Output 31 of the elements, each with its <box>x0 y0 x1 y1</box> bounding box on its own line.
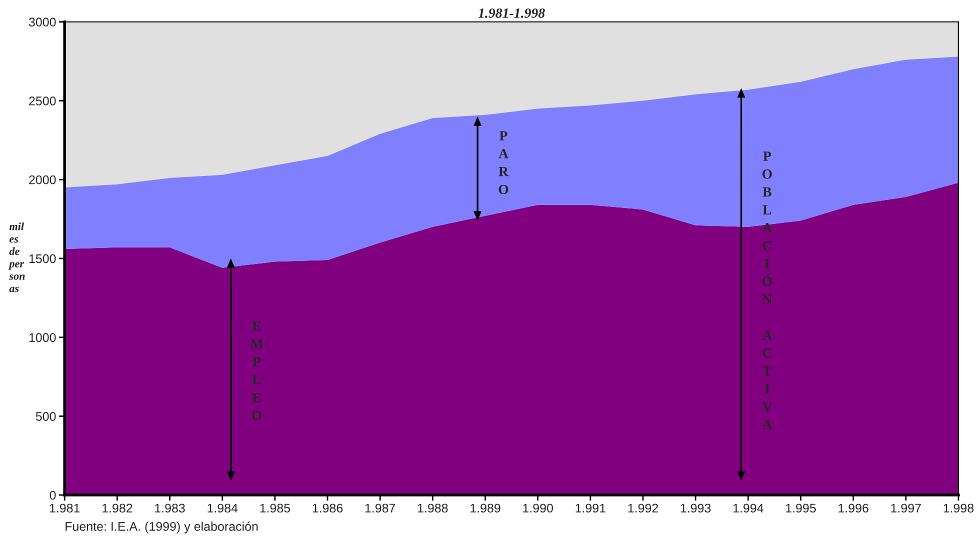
text: POBLACIÓN ACTIVA <box>762 152 772 430</box>
x-tick-label: 1.983 <box>155 504 185 513</box>
x-tick-label: 1.997 <box>891 504 921 513</box>
x-tick-label: 1.989 <box>470 504 500 513</box>
chart-title: 1.981-1.998 <box>478 8 545 18</box>
x-tick-label: 1.985 <box>260 504 290 513</box>
x-tick-label: 1.994 <box>733 504 764 513</box>
y-tick-label: 500 <box>36 412 56 421</box>
y-tick-label: 1000 <box>29 333 56 342</box>
annotation: EMPLEO <box>250 322 263 420</box>
y-tick-label: 2500 <box>29 96 56 106</box>
x-tick-label: 1.991 <box>576 504 606 513</box>
x-tick-label: 1.986 <box>312 504 343 513</box>
x-tick-label: 1.981 <box>50 504 80 513</box>
x-tick-label: 1.998 <box>944 504 974 513</box>
x-tick-label: 1.992 <box>628 504 658 513</box>
y-tick-label: 3000 <box>28 18 56 27</box>
x-tick-label: 1.996 <box>838 504 868 513</box>
y-tick-label: 0 <box>50 490 56 500</box>
y-axis-title: mil es de per son as <box>8 222 25 292</box>
x-tick-label: 1.988 <box>418 504 448 513</box>
x-tick-label: 1.982 <box>102 504 132 513</box>
source-note: Fuente: I.E.A. (1999) y elaboración <box>66 522 258 534</box>
x-tick-label: 1.984 <box>208 504 238 513</box>
annotation: PARO <box>498 131 509 194</box>
x-tick-label: 1.995 <box>786 504 816 513</box>
y-tick-label: 2000 <box>29 175 56 184</box>
x-tick-label: 1.990 <box>523 504 553 513</box>
x-tick-label: 1.987 <box>365 504 396 513</box>
y-tick-label: 1500 <box>29 254 56 264</box>
x-tick-label: 1.993 <box>680 504 711 513</box>
